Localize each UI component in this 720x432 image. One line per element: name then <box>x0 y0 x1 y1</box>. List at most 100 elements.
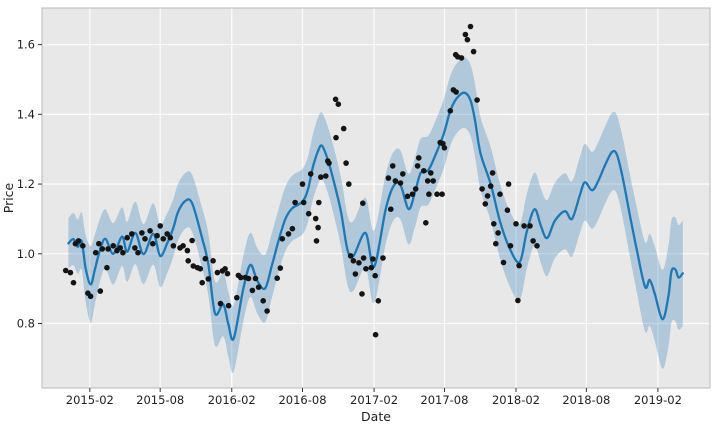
data-point <box>424 178 431 184</box>
data-point <box>150 240 156 247</box>
data-point <box>300 199 307 206</box>
data-point <box>87 293 94 300</box>
data-point <box>62 267 69 274</box>
data-point <box>147 228 153 234</box>
data-point <box>343 160 349 166</box>
data-point <box>414 163 421 169</box>
data-point <box>350 258 357 264</box>
confidence-band <box>68 57 683 373</box>
grid-layer <box>42 8 710 388</box>
data-point <box>363 266 369 272</box>
data-point <box>326 160 332 166</box>
data-point <box>388 206 394 212</box>
data-point <box>439 191 445 197</box>
data-point <box>274 275 281 282</box>
data-point <box>255 284 262 291</box>
data-point <box>333 134 339 141</box>
data-point <box>164 231 170 237</box>
data-point <box>99 246 106 252</box>
series-layer <box>62 23 684 373</box>
data-point <box>154 232 160 239</box>
data-point <box>210 258 216 264</box>
data-point <box>315 224 321 231</box>
data-point <box>234 294 240 301</box>
data-point <box>190 263 197 269</box>
data-point <box>299 181 306 187</box>
data-point <box>484 193 491 199</box>
data-point <box>224 270 231 277</box>
data-point <box>312 215 319 222</box>
data-point <box>356 260 362 266</box>
data-point <box>347 253 354 259</box>
data-point <box>428 170 434 176</box>
data-point <box>375 298 382 304</box>
data-point <box>189 237 195 244</box>
data-point <box>513 221 519 227</box>
data-point <box>404 193 411 200</box>
data-point <box>487 183 494 189</box>
data-point <box>500 259 507 266</box>
data-point <box>346 181 352 187</box>
data-point <box>434 191 440 197</box>
data-point <box>332 96 339 103</box>
data-point <box>120 249 126 256</box>
data-point <box>97 288 104 294</box>
data-point <box>516 262 522 269</box>
data-point <box>199 279 205 286</box>
data-point <box>285 231 292 237</box>
data-point <box>117 245 123 251</box>
data-point <box>289 225 296 232</box>
x-tick-label: 2017-08 <box>420 393 468 407</box>
data-point <box>104 264 110 271</box>
data-point <box>400 171 406 177</box>
data-point <box>129 231 135 237</box>
data-point <box>482 201 489 207</box>
plot-border <box>41 7 711 389</box>
data-point <box>237 274 244 281</box>
data-point <box>292 199 298 206</box>
data-point <box>313 238 320 244</box>
data-point <box>423 220 429 226</box>
data-point <box>352 271 359 277</box>
x-axis-title: Date <box>361 409 391 424</box>
data-point <box>507 243 514 249</box>
data-point <box>180 243 186 249</box>
data-point <box>505 181 512 187</box>
data-point <box>92 249 99 256</box>
data-point <box>392 178 399 184</box>
x-tick-label: 2017-02 <box>350 393 398 407</box>
data-point <box>335 101 342 107</box>
data-point <box>530 238 536 244</box>
data-point <box>185 258 191 264</box>
data-point <box>217 300 224 307</box>
data-point <box>260 298 267 304</box>
data-point <box>440 140 446 147</box>
data-point <box>184 247 191 254</box>
data-point <box>139 230 145 236</box>
data-point <box>264 308 270 314</box>
data-point <box>110 243 116 249</box>
data-point <box>305 210 312 217</box>
smoothed-price-line <box>67 91 684 341</box>
data-point <box>458 55 465 61</box>
data-point <box>316 199 322 206</box>
data-point <box>385 175 392 181</box>
y-axis-title: Price <box>1 182 16 213</box>
y-tick-label: 1.0 <box>17 247 35 261</box>
data-point <box>279 236 286 242</box>
data-point <box>521 223 527 229</box>
data-point <box>470 48 477 55</box>
data-point <box>202 255 209 262</box>
data-point <box>142 236 148 242</box>
data-point <box>277 265 284 271</box>
data-point <box>370 256 376 262</box>
data-point <box>157 223 163 229</box>
data-point <box>416 155 422 161</box>
data-point <box>307 171 314 177</box>
data-point <box>491 221 497 227</box>
data-point <box>67 269 74 276</box>
data-point <box>359 291 365 297</box>
data-point <box>389 163 396 169</box>
y-tick-label: 1.4 <box>17 107 35 121</box>
